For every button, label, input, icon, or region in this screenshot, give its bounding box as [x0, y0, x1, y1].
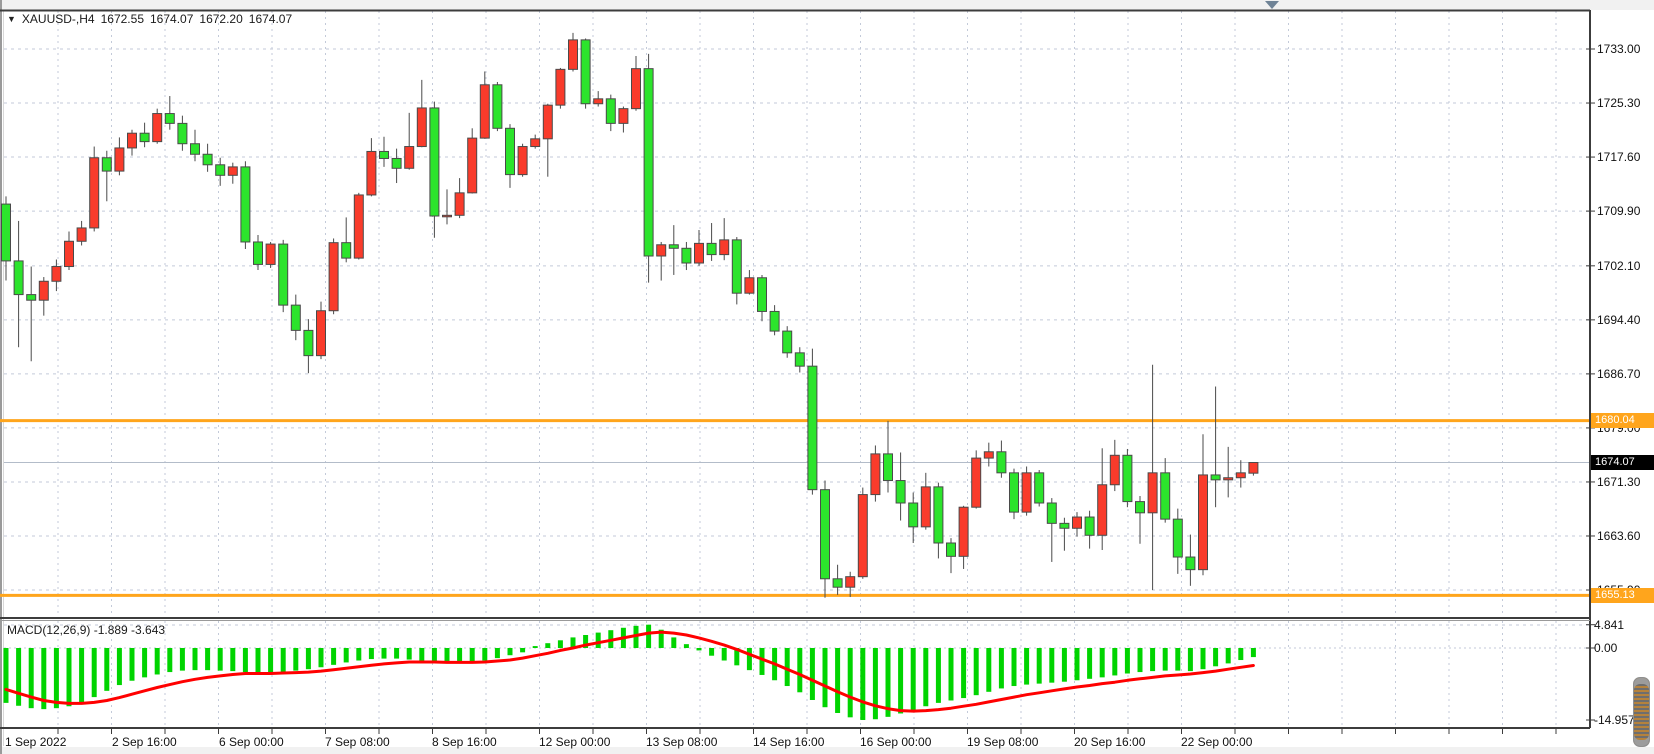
time-axis-label: 2 Sep 16:00 — [112, 735, 177, 749]
price-tick-label: 1725.30 — [1597, 96, 1641, 111]
price-tick-label: 1702.10 — [1597, 258, 1641, 273]
panel-borders — [0, 9, 1591, 729]
price-tick-label: 1671.30 — [1597, 474, 1641, 489]
time-axis-label: 14 Sep 16:00 — [753, 735, 825, 749]
macd-axis-label: 4.841 — [1594, 617, 1625, 632]
time-axis-label: 22 Sep 00:00 — [1181, 735, 1253, 749]
ohlc-close: 1674.07 — [248, 12, 293, 26]
time-axis-label: 6 Sep 00:00 — [219, 735, 284, 749]
window-left-edge-inner — [3, 10, 4, 746]
axis-ticks — [57, 48, 1595, 734]
price-tick-label: 1733.00 — [1597, 42, 1641, 56]
window-top-strip — [0, 0, 1654, 10]
candles[interactable] — [1, 32, 1259, 598]
price-tick-label: 1717.60 — [1597, 150, 1641, 165]
current-price-label: 1674.07 — [1591, 455, 1654, 470]
macd-axis-label: 0.00 — [1594, 641, 1618, 655]
hline-price-label-lower[interactable]: 1655.13 — [1591, 587, 1654, 603]
time-axis-label: 13 Sep 08:00 — [646, 735, 718, 749]
time-axis-label: 7 Sep 08:00 — [325, 735, 390, 749]
macd-indicator-label: MACD(12,26,9) -1.889 -3.643 — [7, 623, 166, 637]
horizontal-lines — [0, 419, 1590, 597]
hline-price-label-upper[interactable]: 1680.04 — [1591, 413, 1654, 429]
macd-histogram — [3, 624, 1256, 721]
window-bottom-strip — [0, 747, 1654, 754]
grid-lines — [4, 11, 1590, 727]
ohlc-low: 1672.20 — [199, 12, 243, 26]
price-tick-label: 1709.90 — [1597, 204, 1641, 219]
chart-header: ▼ XAUUSD-,H4 1672.55 1674.07 1672.20 1674.07 — [7, 12, 298, 26]
time-axis-label: 12 Sep 00:00 — [539, 735, 611, 749]
price-tick-label: 1694.40 — [1597, 312, 1641, 327]
symbol-timeframe-label: XAUUSD-,H4 — [21, 12, 95, 26]
time-axis-label: 8 Sep 16:00 — [432, 735, 497, 749]
macd-axis-label: -14.957 — [1594, 713, 1635, 727]
time-axis-label: 16 Sep 00:00 — [860, 735, 932, 749]
price-tick-label: 1686.70 — [1597, 366, 1641, 381]
macd-signal-line — [4, 630, 1255, 713]
time-axis-label: 1 Sep 2022 — [5, 735, 67, 749]
scrollbar-thumb[interactable] — [1633, 677, 1650, 747]
symbol-dropdown-icon[interactable]: ▼ — [7, 14, 16, 24]
time-axis-label: 20 Sep 16:00 — [1074, 735, 1146, 749]
time-axis-label: 19 Sep 08:00 — [967, 735, 1039, 749]
ohlc-high: 1674.07 — [150, 12, 194, 26]
price-tick-label: 1663.60 — [1597, 528, 1641, 543]
triangle-down-marker-icon — [1265, 1, 1279, 9]
macd-signal — [4, 630, 1255, 713]
window-left-edge — [0, 0, 2, 754]
ohlc-open: 1672.55 — [100, 12, 144, 26]
